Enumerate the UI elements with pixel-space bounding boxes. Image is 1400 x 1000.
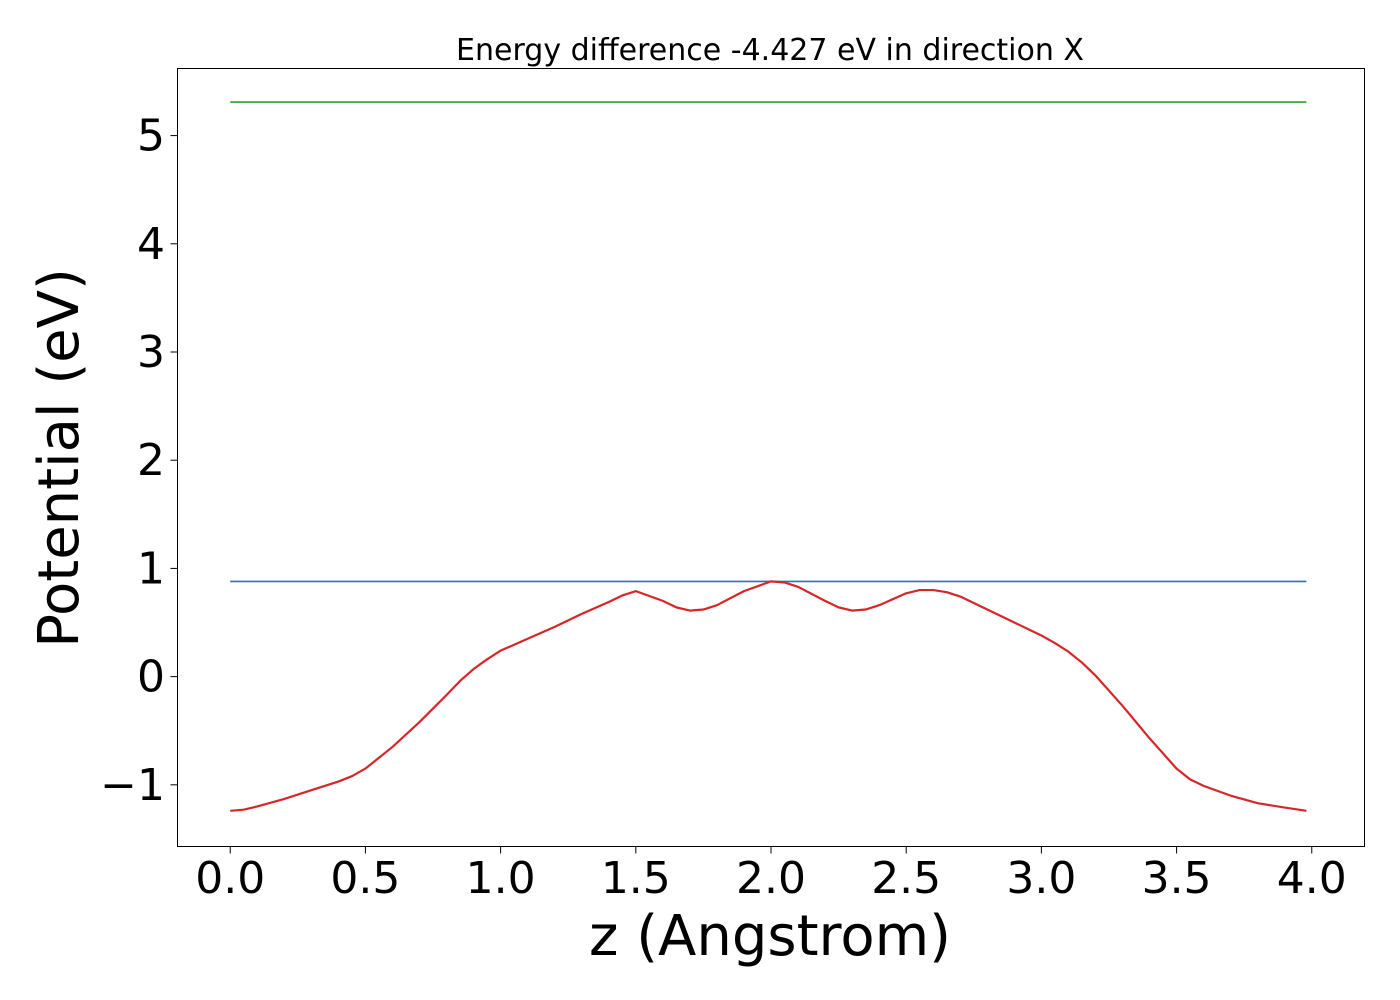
x-tick-label: 2.5 (871, 853, 941, 904)
chart-title: Energy difference -4.427 eV in direction… (456, 33, 1084, 68)
x-tick-label: 4.0 (1277, 853, 1347, 904)
y-tick-label: 1 (137, 543, 165, 594)
x-axis-label: z (Angstrom) (589, 904, 951, 969)
x-tick-label: 3.5 (1142, 853, 1212, 904)
x-tick-label: 1.0 (466, 853, 536, 904)
y-tick-label: 4 (137, 219, 165, 270)
y-tick-label: 5 (137, 111, 165, 162)
y-tick-label: 3 (137, 327, 165, 378)
y-tick-label: 0 (137, 652, 165, 703)
x-axis-ticks: 0.0 0.5 1.0 1.5 2.0 2.5 3.0 3.5 4.0 (195, 846, 1347, 904)
y-axis-label: Potential (eV) (27, 268, 92, 648)
x-tick-label: 1.5 (601, 853, 671, 904)
y-axis-ticks: −1 0 1 2 3 4 5 (100, 111, 178, 811)
series-layer (230, 101, 1307, 812)
plot-area-frame (177, 68, 1365, 847)
x-tick-label: 0.0 (195, 853, 265, 904)
series-line-potential (230, 580, 1307, 812)
x-tick-label: 3.0 (1006, 853, 1076, 904)
y-tick-label: −1 (100, 760, 165, 811)
x-tick-label: 2.0 (736, 853, 806, 904)
x-tick-label: 0.5 (330, 853, 400, 904)
y-tick-label: 2 (137, 435, 165, 486)
